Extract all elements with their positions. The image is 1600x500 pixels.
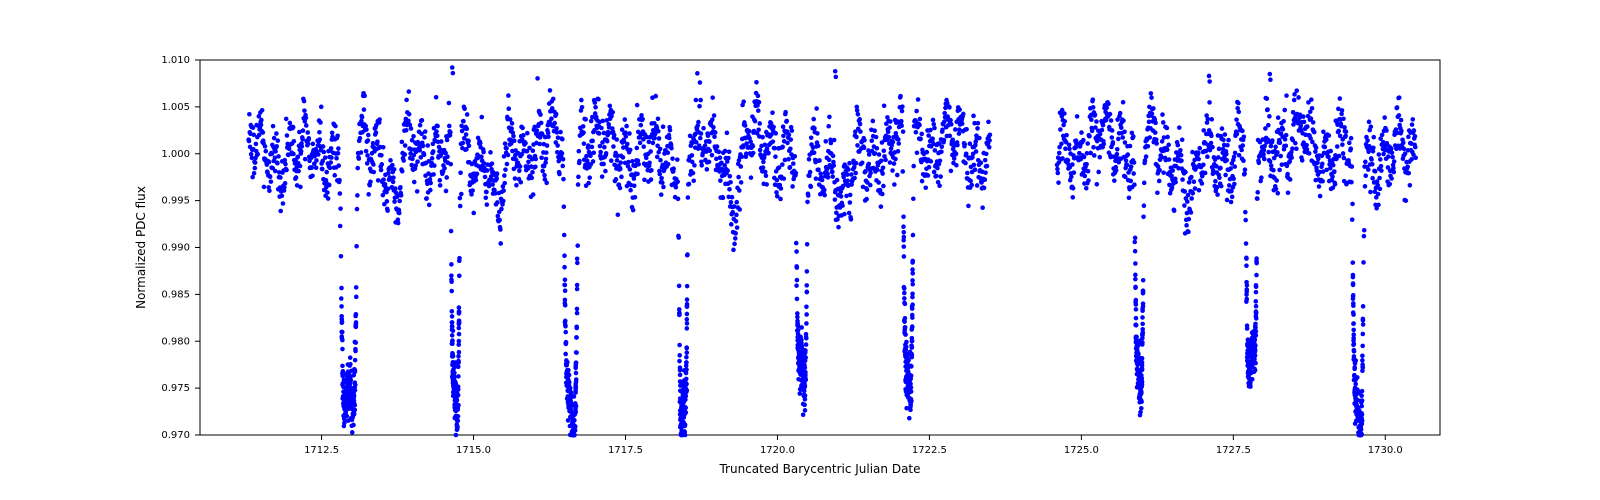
x-tick-label: 1715.0 — [456, 445, 491, 456]
y-axis-ticks: 0.970 0.975 0.980 0.985 0.990 0.995 1.000 1.005… — [161, 55, 200, 441]
x-tick-label: 1720.0 — [760, 445, 795, 456]
x-tick-label: 1717.5 — [608, 445, 643, 456]
x-tick-label: 1725.0 — [1064, 445, 1099, 456]
y-tick-label: 0.990 — [161, 243, 190, 254]
y-tick-label: 0.985 — [161, 289, 190, 300]
chart-svg: 1712.5 1715.0 1717.5 1720.0 1722.5 1725.0 1727… — [0, 0, 1600, 500]
x-tick-label: 1712.5 — [304, 445, 339, 456]
y-tick-label: 1.000 — [161, 149, 190, 160]
y-tick-label: 1.005 — [161, 102, 190, 113]
x-tick-label: 1727.5 — [1216, 445, 1251, 456]
chart-container: 1712.5 1715.0 1717.5 1720.0 1722.5 1725.0 1727… — [0, 0, 1600, 500]
y-axis-label: Normalized PDC flux — [134, 186, 148, 309]
x-axis-ticks: 1712.5 1715.0 1717.5 1720.0 1722.5 1725.0 1727… — [304, 435, 1403, 456]
y-tick-label: 0.975 — [161, 383, 190, 394]
y-tick-label: 0.970 — [161, 430, 190, 441]
y-tick-label: 0.980 — [161, 336, 190, 347]
x-axis-label: Truncated Barycentric Julian Date — [718, 462, 920, 476]
y-tick-label: 0.995 — [161, 196, 190, 207]
x-tick-label: 1730.0 — [1368, 445, 1403, 456]
y-tick-label: 1.010 — [161, 55, 190, 66]
scatter-points — [246, 65, 1418, 437]
x-tick-label: 1722.5 — [912, 445, 947, 456]
